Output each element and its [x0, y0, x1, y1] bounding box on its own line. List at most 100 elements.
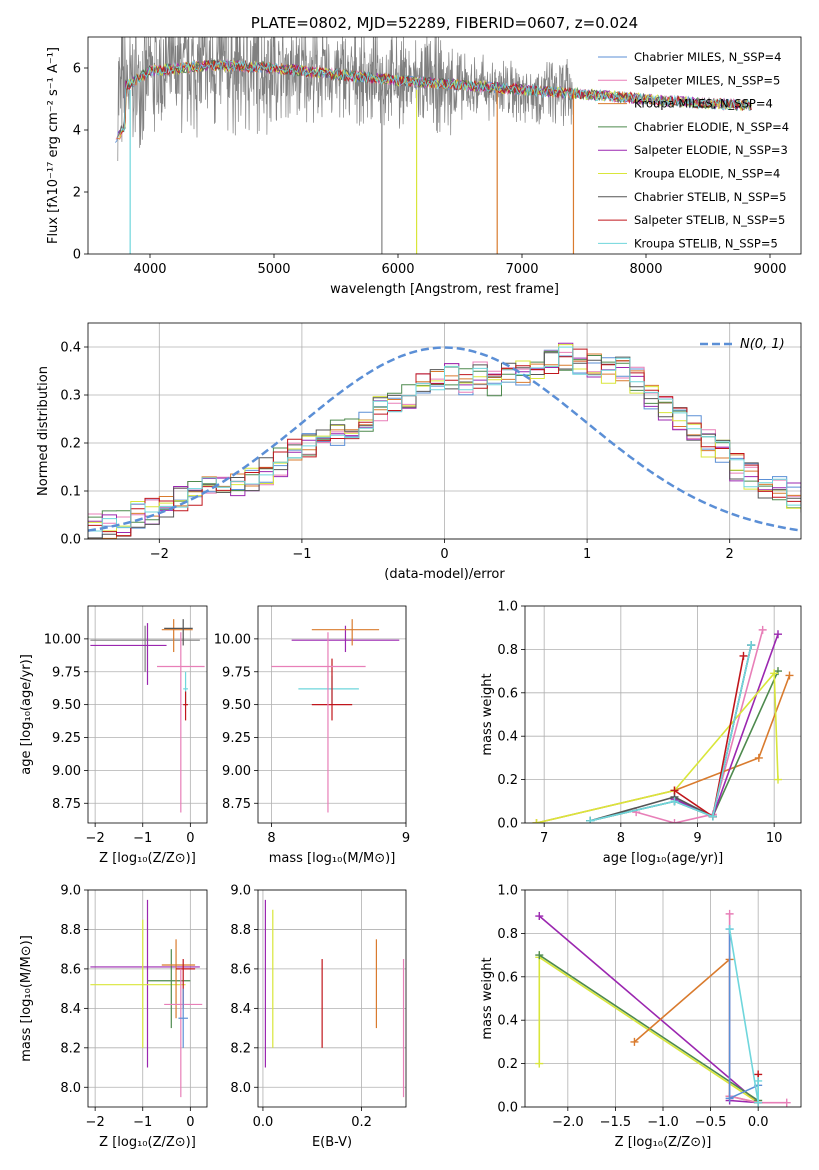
series: [586, 641, 756, 823]
y-tick-label: 8.75: [222, 797, 251, 812]
data-point-marker: [532, 819, 541, 823]
data-point-marker: [739, 651, 748, 660]
series-line: [590, 644, 752, 822]
series: [586, 641, 756, 823]
errorbar-point: [90, 623, 167, 685]
y-tick-label: 8.2: [60, 1041, 81, 1056]
histogram-step: [88, 346, 801, 532]
x-tick-label: 4000: [133, 262, 166, 277]
y-tick-label: 0.1: [60, 485, 81, 500]
errorbar-point: [157, 632, 205, 813]
data-point-marker: [754, 1076, 763, 1085]
y-axis-label: Flux [fλ10⁻¹⁷ erg cm⁻² s⁻¹ A⁻¹]: [46, 47, 61, 244]
y-tick-label: 8.8: [230, 923, 251, 938]
errorbar-point: [161, 619, 193, 653]
x-tick-label: 5000: [257, 262, 290, 277]
data-point-marker: [725, 1094, 734, 1103]
x-tick-label: 10: [766, 831, 783, 846]
x-tick-label: 7: [540, 831, 548, 846]
x-tick-label: 2: [726, 547, 734, 562]
errorbar-area: [90, 619, 205, 813]
data-point-marker: [754, 753, 763, 762]
x-axis-label: Z [log₁₀(Z/Z⊙)]: [99, 1135, 196, 1150]
series-line: [590, 644, 752, 822]
x-axis-label: E(B-V): [312, 1135, 352, 1150]
data-point-marker: [670, 786, 679, 795]
legend-label: Kroupa ELODIE, N_SSP=4: [634, 167, 780, 181]
data-point-marker: [758, 625, 767, 634]
legend-label: Chabrier MILES, N_SSP=4: [634, 50, 781, 64]
y-tick-label: 0.4: [60, 341, 81, 356]
line-area: [535, 909, 791, 1107]
model-spectrum-line: [120, 59, 751, 133]
y-tick-label: 0.8: [497, 643, 518, 658]
data-point-marker: [670, 819, 679, 823]
x-tick-label: −2: [86, 831, 105, 846]
y-tick-label: 9.00: [222, 764, 251, 779]
panel-3: −2 −1 0 8.75 9.00 9.25 9.50 9.75 10.00 Z [log₁₀(Z…: [19, 605, 208, 866]
histogram-step: [88, 342, 801, 533]
y-axis-label: mass weight: [480, 673, 495, 755]
x-tick-label: 0.0: [253, 1115, 274, 1130]
plot-frame: [87, 322, 802, 540]
y-tick-label: 10.00: [214, 632, 251, 647]
data-spectrum-line: [117, 37, 575, 162]
y-tick-label: 0.0: [497, 1101, 518, 1116]
y-axis-label: mass [log₁₀(M/M⊙)]: [19, 935, 34, 1062]
y-tick-label: 8.6: [230, 962, 251, 977]
data-point-marker: [774, 630, 782, 639]
y-tick-label: 8.4: [230, 1002, 251, 1017]
series-line: [674, 633, 779, 818]
errorbar-point: [161, 939, 196, 1019]
errorbar-point: [178, 988, 188, 1048]
series-line: [536, 671, 779, 823]
y-tick-label: 8.2: [230, 1041, 251, 1056]
series-line: [538, 915, 761, 1104]
errorbar-point: [164, 619, 193, 646]
data-point-marker: [782, 1098, 791, 1107]
x-tick-label: 0: [186, 831, 194, 846]
data-point-marker: [586, 816, 595, 823]
y-tick-label: 0.6: [497, 686, 518, 701]
errorbar-point: [298, 675, 359, 705]
y-tick-label: 9.25: [52, 731, 81, 746]
data-point-marker: [670, 797, 679, 806]
data-point-marker: [725, 909, 734, 918]
series-line: [590, 670, 779, 822]
data-point-marker: [535, 912, 544, 921]
x-tick-label: 9: [693, 831, 701, 846]
y-tick-label: 1.0: [497, 884, 518, 899]
y-tick-label: 0.4: [497, 1014, 518, 1029]
y-tick-label: 0.0: [60, 533, 81, 548]
data-point-marker: [535, 951, 544, 960]
data-point-marker: [630, 1037, 639, 1046]
y-tick-label: 9.0: [60, 884, 81, 899]
errorbar-point: [147, 949, 191, 1029]
errorbar-point: [311, 619, 380, 646]
errorbar-point: [311, 658, 353, 721]
y-tick-label: 0.2: [497, 1057, 518, 1072]
errorbar-area: [90, 899, 203, 1098]
model-spectrum-line: [118, 59, 752, 137]
y-tick-label: 10.00: [44, 632, 81, 647]
legend-label: Salpeter STELIB, N_SSP=5: [634, 213, 785, 227]
x-tick-label: −1: [133, 1115, 152, 1130]
errorbar-point: [183, 691, 188, 721]
y-tick-label: 9.75: [222, 665, 251, 680]
data-point-marker: [754, 1098, 763, 1107]
y-tick-label: 8.0: [60, 1081, 81, 1096]
errorbar-point: [90, 625, 200, 672]
x-tick-label: −1: [133, 831, 152, 846]
y-tick-label: 0.8: [497, 927, 518, 942]
plot-frame: [524, 605, 802, 824]
x-tick-label: 9: [402, 831, 410, 846]
errorbar-point: [271, 632, 366, 813]
legend-label: Salpeter MILES, N_SSP=5: [634, 73, 780, 87]
y-tick-label: 9.00: [52, 764, 81, 779]
y-tick-label: 0.3: [60, 389, 81, 404]
histogram-step: [88, 344, 801, 532]
y-tick-label: 0.6: [497, 970, 518, 985]
x-tick-label: 8000: [629, 262, 662, 277]
panel-7: 0.0 0.2 8.0 8.2 8.4 8.6 8.8 9.0 E(B-V): [230, 884, 407, 1150]
y-tick-label: 4: [73, 124, 81, 139]
